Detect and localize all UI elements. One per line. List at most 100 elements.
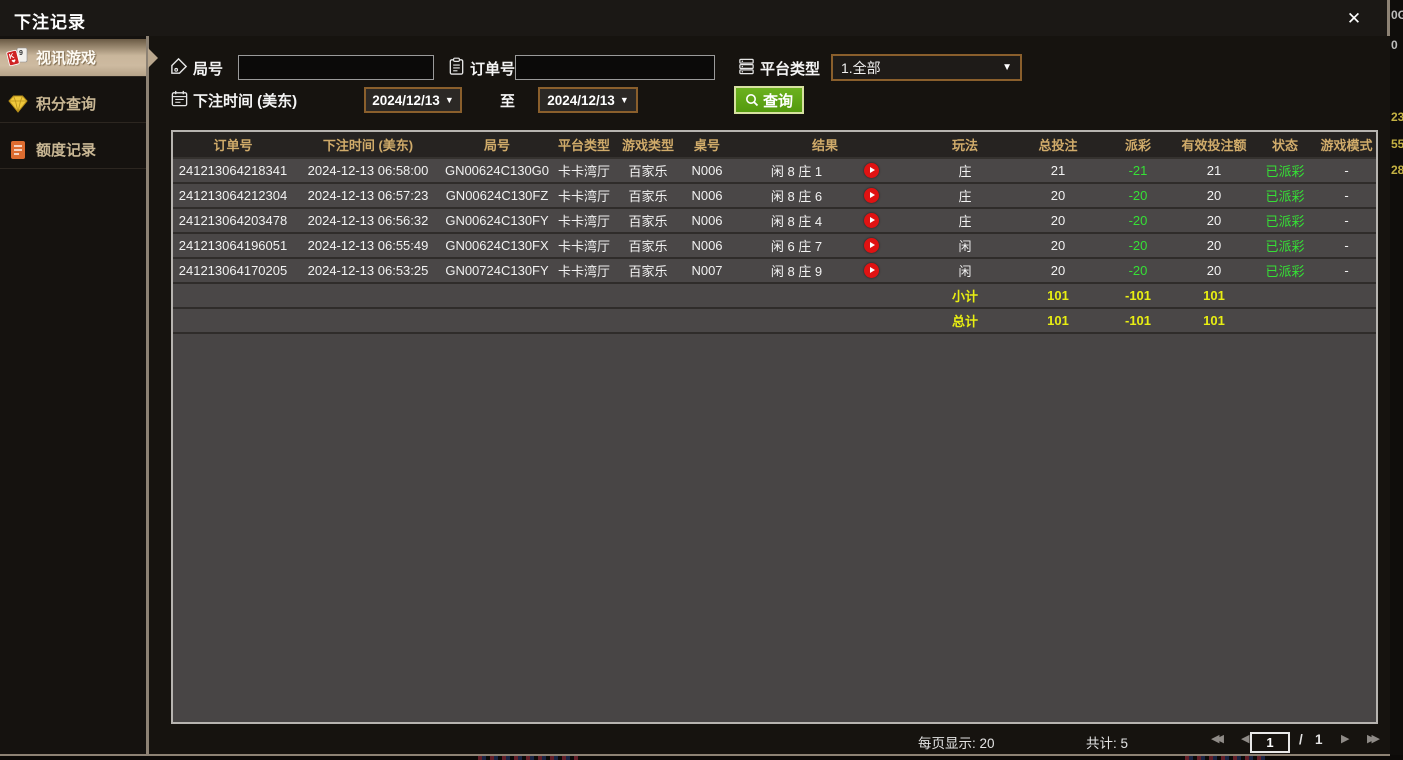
cell-result: 闲 8 庄 6 bbox=[735, 183, 915, 209]
cell-status: 已派彩 bbox=[1253, 208, 1317, 234]
cell-game: 百家乐 bbox=[617, 183, 679, 209]
cell-status: 已派彩 bbox=[1253, 233, 1317, 259]
result-text: 闲 6 庄 7 bbox=[770, 239, 823, 254]
results-table-container: 订单号 下注时间 (美东) 局号 平台类型 游戏类型 桌号 结果 玩法 总投注 派彩 有效投注额 状态… bbox=[171, 130, 1378, 724]
cell-order: 241213064218341 bbox=[173, 158, 293, 184]
cell-platform: 卡卡湾厅 bbox=[551, 158, 617, 184]
cell-game: 百家乐 bbox=[617, 208, 679, 234]
play-video-icon[interactable] bbox=[864, 163, 880, 178]
cell-round: GN00624C130FY bbox=[443, 208, 551, 234]
cell-play: 闲 bbox=[915, 233, 1015, 259]
table-row[interactable]: 241213064196051 2024-12-13 06:55:49 GN0062… bbox=[173, 233, 1376, 259]
platform-type-label: 平台类型 bbox=[760, 61, 821, 78]
cell-game: 百家乐 bbox=[617, 233, 679, 259]
chevron-down-icon: ▼ bbox=[1002, 62, 1012, 73]
page-divider: / bbox=[1299, 732, 1303, 747]
search-icon bbox=[746, 94, 759, 107]
column-header: 桌号 bbox=[679, 132, 735, 159]
platform-type-select[interactable]: 1.全部 ▼ bbox=[831, 54, 1022, 81]
sidebar-item-points-query[interactable]: 积分查询 bbox=[0, 85, 146, 123]
background-text-fragment: 0G bbox=[1391, 8, 1403, 22]
cell-total_bet: 20 bbox=[1015, 183, 1101, 209]
table-row[interactable]: 241213064203478 2024-12-13 06:56:32 GN0062… bbox=[173, 208, 1376, 234]
round-number-input[interactable] bbox=[238, 55, 434, 80]
background-text-fragment: 55 bbox=[1391, 137, 1403, 151]
play-video-icon[interactable] bbox=[864, 213, 880, 228]
cell-mode: - bbox=[1317, 183, 1376, 209]
main-panel: 局号 订单号 平台类型 1.全部 ▼ bbox=[152, 36, 1390, 754]
round-number-label: 局号 bbox=[193, 61, 224, 78]
cell-sum: -101 bbox=[1101, 308, 1175, 334]
table-row[interactable]: 241213064218341 2024-12-13 06:58:00 GN0062… bbox=[173, 158, 1376, 184]
cell-valid_bet: 21 bbox=[1175, 158, 1253, 184]
column-header: 订单号 bbox=[173, 132, 293, 159]
sidebar-item-video-games[interactable]: 9 K 视讯游戏 bbox=[0, 39, 146, 77]
search-button[interactable]: 查询 bbox=[734, 86, 805, 114]
chevron-down-icon: ▼ bbox=[619, 95, 629, 105]
cell-sum: 总计 bbox=[915, 308, 1015, 334]
first-page-icon[interactable]: ◀◀ bbox=[1211, 733, 1224, 745]
background-bleed bbox=[478, 755, 578, 760]
page-total: 1 bbox=[1315, 732, 1323, 747]
cell-time: 2024-12-13 06:56:32 bbox=[293, 208, 443, 234]
table-row[interactable]: 241213064212304 2024-12-13 06:57:23 GN0062… bbox=[173, 183, 1376, 209]
platform-list-icon bbox=[739, 58, 754, 75]
cell-empty bbox=[551, 308, 617, 334]
column-header: 状态 bbox=[1253, 132, 1317, 159]
page-title: 下注记录 bbox=[14, 13, 86, 32]
bet-time-label: 下注时间 (美东) bbox=[193, 93, 298, 110]
cell-sum: 101 bbox=[1015, 283, 1101, 309]
table-row[interactable]: 241213064170205 2024-12-13 06:53:25 GN0072… bbox=[173, 258, 1376, 284]
cell-table_no: N007 bbox=[679, 258, 735, 284]
prev-page-icon[interactable]: ◀ bbox=[1241, 733, 1250, 745]
total-count-label: 共计: 5 bbox=[1086, 736, 1129, 751]
column-header: 结果 bbox=[735, 132, 915, 159]
next-page-icon[interactable]: ▶ bbox=[1341, 733, 1350, 745]
close-icon[interactable]: ✕ bbox=[1346, 9, 1362, 28]
date-from-value: 2024/12/13 bbox=[372, 92, 440, 108]
play-video-icon[interactable] bbox=[864, 238, 880, 253]
svg-text:9: 9 bbox=[19, 50, 23, 57]
cell-empty bbox=[735, 308, 915, 334]
cell-mode: - bbox=[1317, 258, 1376, 284]
order-number-label: 订单号 bbox=[470, 61, 516, 78]
results-table: 订单号 下注时间 (美东) 局号 平台类型 游戏类型 桌号 结果 玩法 总投注 派彩 有效投注额 状态… bbox=[173, 132, 1376, 334]
sidebar-item-quota-record[interactable]: 额度记录 bbox=[0, 131, 146, 169]
order-number-input[interactable] bbox=[515, 55, 715, 80]
cell-empty bbox=[679, 308, 735, 334]
cell-empty bbox=[293, 308, 443, 334]
cell-table_no: N006 bbox=[679, 158, 735, 184]
cell-table_no: N006 bbox=[679, 233, 735, 259]
cell-order: 241213064203478 bbox=[173, 208, 293, 234]
cell-empty bbox=[443, 283, 551, 309]
cell-table_no: N006 bbox=[679, 208, 735, 234]
date-from-picker[interactable]: 2024/12/13 ▼ bbox=[364, 87, 462, 113]
cell-empty bbox=[1317, 283, 1376, 309]
titlebar: 下注记录 ✕ bbox=[0, 0, 1387, 36]
play-video-icon[interactable] bbox=[864, 188, 880, 203]
last-page-icon[interactable]: ▶▶ bbox=[1367, 733, 1380, 745]
cell-platform: 卡卡湾厅 bbox=[551, 208, 617, 234]
cell-round: GN00624C130FX bbox=[443, 233, 551, 259]
page-number-input[interactable]: 1 bbox=[1250, 732, 1290, 753]
cell-game: 百家乐 bbox=[617, 258, 679, 284]
cell-round: GN00624C130G0 bbox=[443, 158, 551, 184]
cell-platform: 卡卡湾厅 bbox=[551, 233, 617, 259]
date-to-picker[interactable]: 2024/12/13 ▼ bbox=[538, 87, 638, 113]
cell-empty bbox=[1253, 308, 1317, 334]
cell-round: GN00724C130FY bbox=[443, 258, 551, 284]
tag-icon bbox=[171, 57, 188, 74]
cell-payout: -20 bbox=[1101, 258, 1175, 284]
cell-order: 241213064196051 bbox=[173, 233, 293, 259]
play-video-icon[interactable] bbox=[864, 263, 880, 278]
sidebar-item-label: 积分查询 bbox=[36, 96, 97, 113]
cell-platform: 卡卡湾厅 bbox=[551, 258, 617, 284]
table-header-row: 订单号 下注时间 (美东) 局号 平台类型 游戏类型 桌号 结果 玩法 总投注 派彩 有效投注额 状态… bbox=[173, 132, 1376, 159]
background-text-fragment: 28 bbox=[1391, 163, 1403, 177]
cell-empty bbox=[1317, 308, 1376, 334]
cell-total_bet: 20 bbox=[1015, 233, 1101, 259]
cell-sum: 101 bbox=[1175, 308, 1253, 334]
cell-payout: -21 bbox=[1101, 158, 1175, 184]
cell-sum: 小计 bbox=[915, 283, 1015, 309]
